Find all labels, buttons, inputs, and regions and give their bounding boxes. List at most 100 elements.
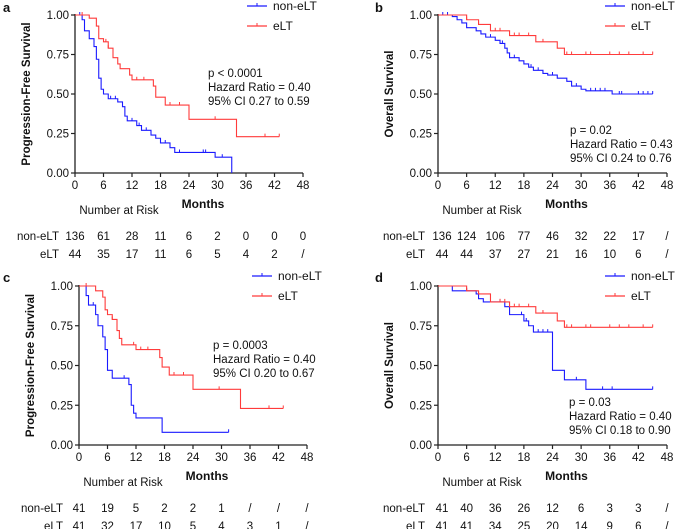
risk-value: 2 xyxy=(161,503,167,515)
x-tick-label: 18 xyxy=(517,180,530,192)
risk-value: 11 xyxy=(155,231,167,243)
risk-value: 14 xyxy=(575,521,588,529)
x-tick-label: 30 xyxy=(211,180,224,192)
survival-curve-non-eLT xyxy=(79,285,229,433)
risk-value: 6 xyxy=(578,503,584,515)
y-tick-label: 0.25 xyxy=(410,400,432,412)
stats-annotation: Hazard Ratio = 0.43 xyxy=(570,139,673,151)
stats-annotation: p < 0.0001 xyxy=(208,68,263,80)
stats-annotation: p = 0.0003 xyxy=(213,340,268,352)
legend-label: non-eLT xyxy=(631,0,675,13)
x-tick-label: 0 xyxy=(76,452,82,464)
stats-annotation: Hazard Ratio = 0.40 xyxy=(213,354,316,366)
y-tick-label: 0.75 xyxy=(410,50,432,62)
x-tick-label: 12 xyxy=(130,452,143,464)
y-tick-label: 0.75 xyxy=(410,321,432,333)
stats-annotation: 95% CI 0.18 to 0.90 xyxy=(569,425,671,437)
risk-value: 44 xyxy=(69,249,82,261)
risk-value: 6 xyxy=(186,231,192,243)
risk-value: 2 xyxy=(214,231,220,243)
stats-annotation: Hazard Ratio = 0.40 xyxy=(208,82,311,94)
x-tick-label: 42 xyxy=(632,180,645,192)
stats-annotation: 95% CI 0.20 to 0.67 xyxy=(213,368,315,380)
risk-value: 41 xyxy=(436,521,449,529)
x-tick-label: 0 xyxy=(72,180,78,192)
x-tick-label: 30 xyxy=(575,452,588,464)
risk-value: / xyxy=(665,231,669,243)
survival-curve-eLT xyxy=(438,14,653,56)
risk-value: 34 xyxy=(489,521,502,529)
x-tick-label: 0 xyxy=(435,180,441,192)
risk-value: 6 xyxy=(635,521,641,529)
risk-value: 44 xyxy=(436,249,449,261)
risk-value: 32 xyxy=(101,521,114,529)
survival-curve-eLT xyxy=(75,14,280,138)
risk-value: 2 xyxy=(190,503,196,515)
panel-a: a0.000.250.500.751.000 6 12 18 24 30 36 42 48Pro… xyxy=(3,0,317,261)
survival-curve-eLT xyxy=(438,285,653,328)
x-tick-label: 12 xyxy=(126,180,139,192)
y-tick-label: 0.25 xyxy=(47,129,69,141)
x-tick-label: 36 xyxy=(603,180,616,192)
risk-value: 41 xyxy=(460,521,473,529)
risk-value: 17 xyxy=(126,249,139,261)
risk-value: 6 xyxy=(635,249,641,261)
risk-value: 17 xyxy=(632,231,645,243)
risk-value: 4 xyxy=(218,521,225,529)
risk-value: 36 xyxy=(489,503,502,515)
risk-value: 17 xyxy=(130,521,143,529)
risk-value: 4 xyxy=(243,249,250,261)
risk-row-label: eLT xyxy=(406,249,425,261)
legend-label: non-eLT xyxy=(631,269,675,283)
risk-value: 3 xyxy=(607,503,613,515)
risk-value: 0 xyxy=(243,231,249,243)
survival-curve-eLT xyxy=(79,285,284,409)
y-tick-label: 0.50 xyxy=(410,361,432,373)
y-tick-label: 1.00 xyxy=(47,10,69,22)
x-tick-label: 12 xyxy=(489,452,502,464)
risk-value: 40 xyxy=(460,503,473,515)
risk-value: 3 xyxy=(247,521,253,529)
risk-value: 41 xyxy=(73,521,86,529)
risk-value: 21 xyxy=(546,249,559,261)
risk-value: 0 xyxy=(271,231,277,243)
risk-value: 10 xyxy=(603,249,616,261)
risk-value: 22 xyxy=(603,231,616,243)
risk-value: 136 xyxy=(65,231,84,243)
x-tick-label: 18 xyxy=(517,452,530,464)
y-tick-label: 0.00 xyxy=(410,440,432,452)
y-tick-label: 0.50 xyxy=(47,89,69,101)
x-tick-label: 42 xyxy=(272,452,285,464)
panel-letter: c xyxy=(3,270,10,285)
risk-value: 9 xyxy=(607,521,613,529)
risk-value: / xyxy=(305,521,309,529)
y-tick-label: 0.00 xyxy=(51,440,73,452)
risk-table-title: Number at Risk xyxy=(79,205,158,217)
y-axis-title: Progression-Free Survival xyxy=(21,22,33,165)
x-tick-label: 42 xyxy=(268,180,281,192)
risk-value: 19 xyxy=(101,503,114,515)
x-tick-label: 30 xyxy=(575,180,588,192)
legend-label: eLT xyxy=(631,19,651,33)
y-tick-label: 0.75 xyxy=(47,50,69,62)
risk-value: 27 xyxy=(517,249,530,261)
risk-value: / xyxy=(305,503,309,515)
survival-curve-non-eLT xyxy=(438,285,653,390)
y-axis-title: Overall Survival xyxy=(384,51,396,138)
x-axis-title: Months xyxy=(186,469,229,483)
risk-value: 16 xyxy=(575,249,588,261)
risk-value: 124 xyxy=(457,231,477,243)
x-tick-label: 48 xyxy=(661,452,674,464)
risk-value: 10 xyxy=(158,521,171,529)
legend-label: eLT xyxy=(631,289,651,303)
risk-row-label: non-eLT xyxy=(21,503,63,515)
x-tick-label: 24 xyxy=(546,452,559,464)
y-tick-label: 0.25 xyxy=(410,129,432,141)
y-tick-label: 1.00 xyxy=(51,281,73,293)
y-tick-label: 0.50 xyxy=(51,361,73,373)
x-tick-label: 48 xyxy=(661,180,674,192)
x-tick-label: 48 xyxy=(301,452,314,464)
y-axis-title: Progression-Free Survival xyxy=(25,294,37,437)
y-tick-label: 0.00 xyxy=(47,168,69,180)
risk-value: 77 xyxy=(517,231,530,243)
